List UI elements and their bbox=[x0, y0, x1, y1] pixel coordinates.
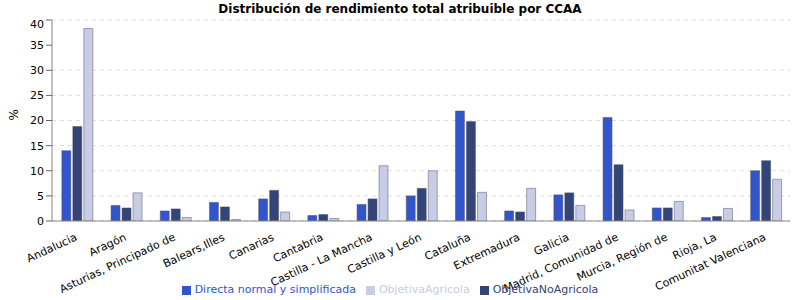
svg-text:40: 40 bbox=[30, 18, 44, 31]
svg-text:Castilla y León: Castilla y León bbox=[345, 231, 423, 277]
svg-text:Extremadura: Extremadura bbox=[452, 231, 522, 273]
svg-text:0: 0 bbox=[37, 215, 44, 228]
svg-text:25: 25 bbox=[30, 89, 44, 102]
svg-text:Canarias: Canarias bbox=[227, 231, 276, 263]
svg-text:Comunitat Valenciana: Comunitat Valenciana bbox=[653, 231, 768, 294]
svg-text:Asturias, Principado de: Asturias, Principado de bbox=[58, 231, 178, 296]
svg-text:Murcia, Región de: Murcia, Región de bbox=[575, 231, 670, 285]
svg-text:10: 10 bbox=[30, 165, 44, 178]
svg-text:35: 35 bbox=[30, 39, 44, 52]
svg-text:30: 30 bbox=[30, 64, 44, 77]
svg-text:5: 5 bbox=[37, 190, 44, 203]
svg-text:15: 15 bbox=[30, 140, 44, 153]
svg-text:20: 20 bbox=[30, 114, 44, 127]
svg-text:Balears,Illes: Balears,Illes bbox=[161, 231, 227, 271]
svg-text:Andalucia: Andalucia bbox=[25, 231, 80, 266]
svg-text:%: % bbox=[8, 109, 21, 120]
